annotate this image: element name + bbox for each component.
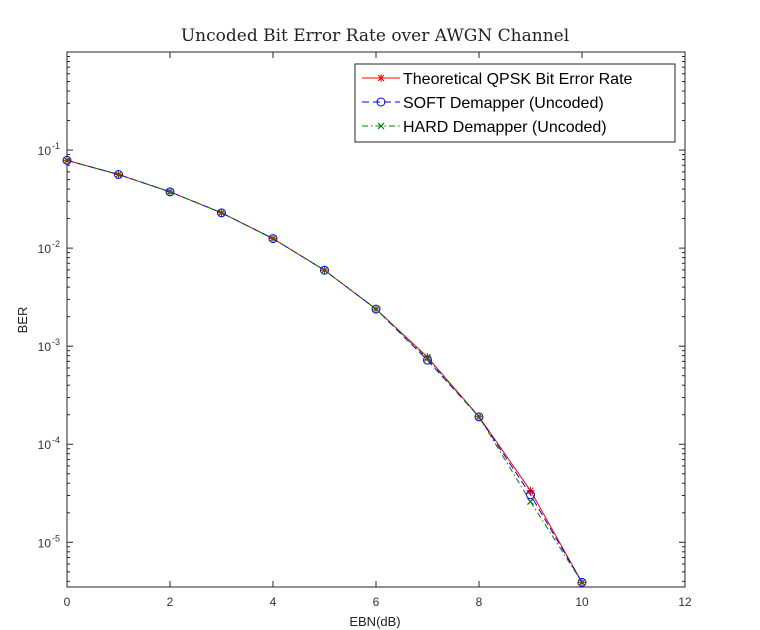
series-2-point [578,578,586,586]
series-2-point [63,156,71,164]
series-2-point [115,171,122,178]
series-1-point [423,355,432,365]
y-axis-label: BER [15,307,30,334]
series-1-point [268,234,278,244]
series-1-point [114,170,123,180]
legend-box [354,63,676,143]
x-tick-label: 10 [575,595,589,609]
y-axis-ticks: 10-110-210-310-410-5 [38,55,685,582]
y-tick-base: 10 [38,144,52,158]
y-tick-base: 10 [38,340,52,354]
y-tick-label: 10 [38,536,52,550]
x-tick-label: 6 [373,595,380,609]
legend: Theoretical QPSK Bit Error Rate SOFT Dema… [354,63,676,143]
series-2-point [424,355,431,362]
y-tick-base: 10 [38,536,52,550]
x-tick-label: 2 [167,595,174,609]
y-tick-base: 10 [38,242,52,256]
series-2-point [218,209,225,217]
x-axis-label: EBN(dB) [349,614,400,629]
y-tick-label: 10 [38,242,52,256]
legend-entry-0: Theoretical QPSK Bit Error Rate [362,71,633,88]
series-2-point [321,266,328,274]
series-1-point [526,490,535,500]
y-tick-label: 10 [38,144,52,158]
series-1-point [165,187,175,197]
series-1-point [577,577,587,587]
y-tick-exponent: -3 [52,337,60,347]
series-1-point [62,155,72,165]
legend-marker [376,97,386,107]
series-1-point [320,265,329,275]
y-tick-exponent: -4 [52,435,60,445]
series-2-point [475,413,483,421]
legend-entry-2: HARD Demapper (Uncoded) [362,119,607,136]
series-1-point [371,304,381,314]
markers-layer [62,155,587,587]
x-tick-label: 8 [476,595,483,609]
series-1-point [217,208,226,218]
legend-label: HARD Demapper (Uncoded) [403,119,607,136]
y-tick-label: 10 [38,340,52,354]
series-2-point [166,188,174,196]
series-2-point [372,305,380,313]
x-axis-ticks: 0 2 4 6 8 10 12 [64,52,692,609]
series-2-point [269,235,277,243]
series-1-point [474,412,484,422]
y-tick-exponent: -2 [52,239,60,249]
x-tick-label: 4 [270,595,277,609]
y-tick-exponent: -5 [52,533,60,543]
x-tick-label: 12 [678,595,692,609]
y-tick-label: 10 [38,438,52,452]
legend-label: SOFT Demapper (Uncoded) [403,95,604,112]
x-tick-label: 0 [64,595,71,609]
series-line-2 [67,159,583,583]
legend-marker [377,122,385,130]
legend-label: Theoretical QPSK Bit Error Rate [403,71,633,88]
y-tick-base: 10 [38,438,52,452]
legend-entry-1: SOFT Demapper (Uncoded) [362,95,604,112]
series-2-point [527,498,534,506]
y-tick-exponent: -1 [52,141,60,151]
legend-marker [377,74,385,82]
chart-title: Uncoded Bit Error Rate over AWGN Channel [181,26,569,46]
